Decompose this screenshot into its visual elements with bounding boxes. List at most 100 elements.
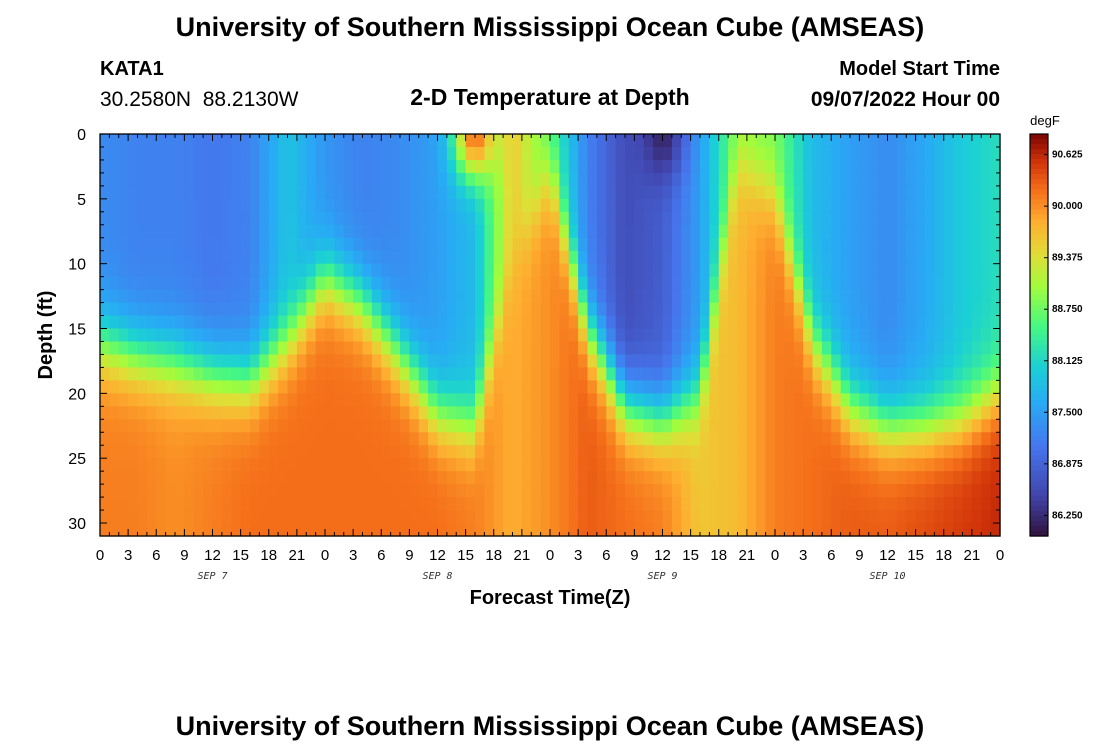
colorbar-segment — [1030, 485, 1048, 492]
heatmap-cell — [259, 341, 270, 356]
heatmap-cell — [625, 289, 635, 304]
heatmap-cell — [878, 341, 889, 356]
heatmap-cell — [690, 445, 701, 459]
model-start-value: 09/07/2022 Hour 00 — [811, 88, 1000, 111]
heatmap-cell — [428, 250, 439, 265]
heatmap-cell — [109, 497, 120, 511]
heatmap-cell — [737, 237, 748, 252]
heatmap-cell — [953, 445, 964, 459]
heatmap-cell — [203, 458, 214, 472]
heatmap-cell — [671, 211, 682, 226]
heatmap-cell — [578, 380, 589, 394]
heatmap-cell — [906, 510, 917, 524]
heatmap-cell — [100, 484, 110, 498]
heatmap-cell — [606, 302, 617, 317]
heatmap-cell — [334, 406, 345, 420]
heatmap-cell — [296, 445, 307, 459]
heatmap-cell — [559, 367, 570, 381]
heatmap-cell — [278, 328, 289, 343]
heatmap-cell — [671, 276, 682, 291]
heatmap-cell — [981, 185, 992, 200]
heatmap-cell — [775, 367, 785, 381]
heatmap-cell — [184, 134, 195, 148]
heatmap-cell — [831, 146, 842, 161]
heatmap-cell — [400, 250, 410, 265]
heatmap-cell — [709, 328, 720, 343]
heatmap-cell — [634, 211, 645, 226]
heatmap-cell — [962, 354, 973, 369]
heatmap-cell — [690, 172, 701, 187]
heatmap-cell — [259, 289, 270, 304]
heatmap-cell — [671, 134, 682, 148]
heatmap-cell — [803, 185, 814, 200]
heatmap-cell — [643, 172, 654, 187]
heatmap-cell — [268, 484, 279, 498]
heatmap-cell — [465, 159, 476, 174]
heatmap-cell — [390, 458, 401, 472]
heatmap-cell — [203, 289, 214, 304]
heatmap-cell — [793, 250, 804, 265]
heatmap-cell — [118, 380, 129, 394]
heatmap-cell — [681, 380, 692, 394]
heatmap-cell — [700, 172, 710, 187]
heatmap-cell — [765, 185, 776, 200]
heatmap-cell — [681, 185, 692, 200]
heatmap-cell — [765, 172, 776, 187]
heatmap-cell — [943, 484, 954, 498]
heatmap-cell — [859, 224, 870, 239]
heatmap-cell — [550, 445, 560, 459]
x-tick-label: 12 — [204, 547, 221, 564]
heatmap-cell — [615, 458, 626, 472]
heatmap-cell — [446, 432, 457, 446]
heatmap-cell — [990, 445, 1001, 459]
heatmap-cell — [615, 445, 626, 459]
heatmap-cell — [878, 198, 889, 213]
heatmap-cell — [184, 497, 195, 511]
heatmap-cell — [381, 224, 392, 239]
heatmap-cell — [362, 172, 373, 187]
heatmap-cell — [859, 510, 870, 524]
heatmap-cell — [456, 341, 467, 356]
heatmap-cell — [850, 458, 860, 472]
heatmap-cell — [212, 484, 223, 498]
heatmap-cell — [512, 419, 523, 433]
heatmap-cell — [850, 510, 860, 524]
heatmap-cell — [821, 380, 832, 394]
heatmap-cell — [475, 341, 485, 356]
heatmap-cell — [775, 445, 785, 459]
heatmap-cell — [531, 172, 542, 187]
heatmap-cell — [615, 484, 626, 498]
heatmap-cell — [540, 354, 551, 369]
heatmap-cell — [971, 237, 982, 252]
heatmap-cell — [465, 458, 476, 472]
heatmap-cell — [390, 172, 401, 187]
heatmap-cell — [821, 159, 832, 174]
heatmap-cell — [315, 510, 326, 524]
heatmap-cell — [681, 146, 692, 161]
heatmap-cell — [587, 328, 598, 343]
heatmap-cell — [456, 367, 467, 381]
heatmap-cell — [962, 380, 973, 394]
heatmap-cell — [521, 146, 532, 161]
heatmap-cell — [700, 237, 710, 252]
heatmap-cell — [953, 393, 964, 407]
heatmap-cell — [390, 289, 401, 304]
heatmap-cell — [700, 250, 710, 265]
heatmap-cell — [784, 354, 795, 369]
heatmap-cell — [381, 471, 392, 485]
heatmap-cell — [521, 198, 532, 213]
heatmap-cell — [850, 250, 860, 265]
heatmap-cell — [990, 393, 1001, 407]
heatmap-cell — [128, 367, 139, 381]
heatmap-cell — [878, 458, 889, 472]
heatmap-cell — [700, 497, 710, 511]
heatmap-cell — [100, 393, 110, 407]
heatmap-cell — [887, 354, 898, 369]
heatmap-cell — [990, 224, 1001, 239]
heatmap-cell — [803, 471, 814, 485]
heatmap-cell — [493, 134, 504, 148]
heatmap-cell — [765, 432, 776, 446]
colorbar-segment — [1030, 365, 1048, 371]
heatmap-cell — [353, 302, 364, 317]
heatmap-cell — [643, 380, 654, 394]
